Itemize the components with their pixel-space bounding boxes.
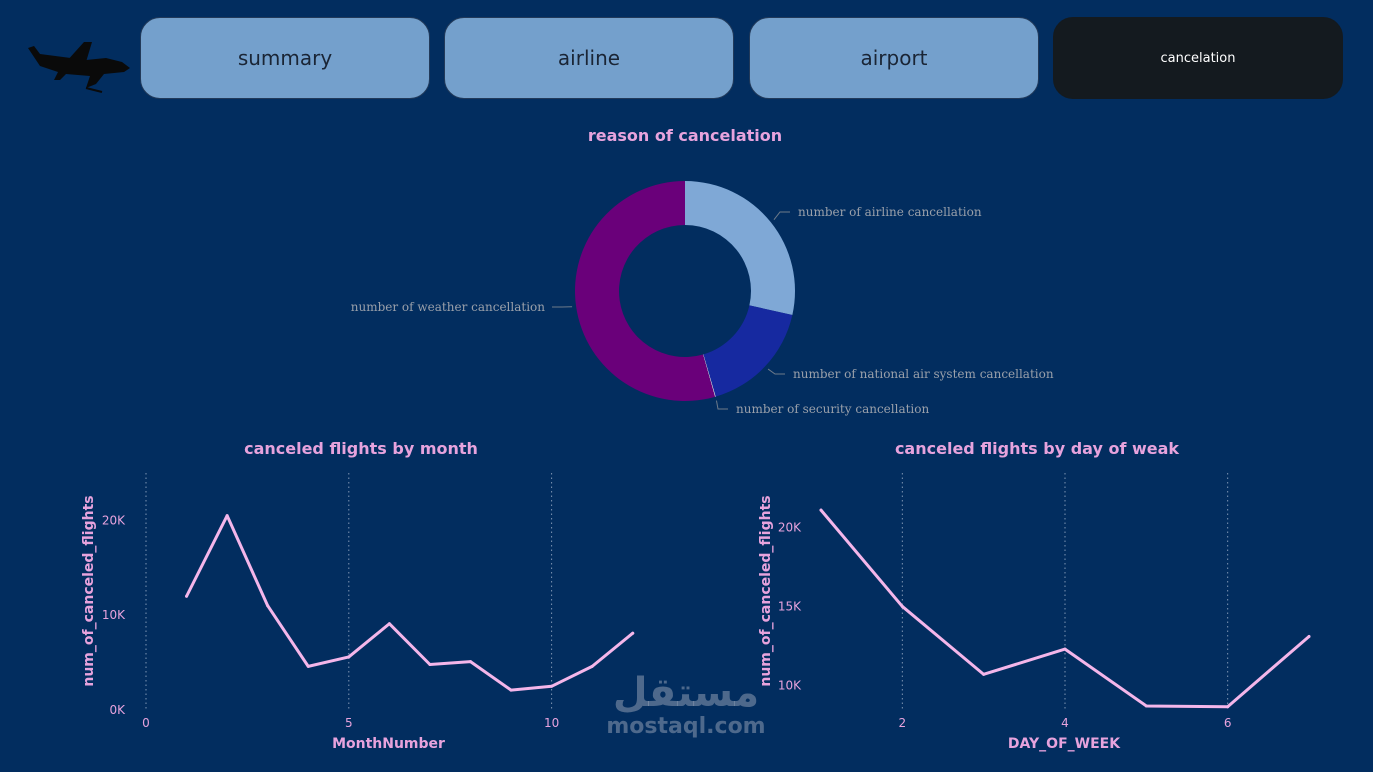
tab-airport[interactable]: airport — [749, 17, 1039, 99]
month-chart-title: canceled flights by month — [244, 439, 478, 458]
airplane-logo-icon — [28, 42, 130, 93]
data-point — [306, 664, 310, 668]
data-point — [982, 672, 986, 676]
donut-leader-line — [773, 211, 790, 221]
data-point — [550, 684, 554, 688]
y-tick-label: 0K — [109, 703, 126, 717]
donut-slice — [703, 305, 793, 397]
data-point — [1307, 634, 1311, 638]
x-tick-label: 4 — [1061, 716, 1069, 730]
data-point — [509, 688, 513, 692]
x-tick-label: 6 — [1224, 716, 1232, 730]
data-point — [819, 508, 823, 512]
y-tick-label: 20K — [102, 513, 126, 527]
data-point — [185, 594, 189, 598]
y-axis-label: num_of_canceled_flights — [81, 495, 97, 686]
donut-slice — [685, 181, 795, 315]
data-point — [1144, 704, 1148, 708]
x-tick-label: 2 — [899, 716, 907, 730]
dow-chart-title: canceled flights by day of weak — [894, 439, 1180, 458]
donut-slice-label: number of national air system cancellati… — [793, 367, 1054, 381]
donut-slice-label: number of weather cancellation — [351, 300, 546, 314]
donut-chart-title: reason of cancelation — [587, 126, 783, 145]
x-tick-label: 0 — [142, 716, 150, 730]
donut-slice-label: number of security cancellation — [736, 402, 929, 416]
tab-summary[interactable]: summary — [140, 17, 430, 99]
data-point — [1063, 647, 1067, 651]
data-point — [428, 662, 432, 666]
data-point — [387, 622, 391, 626]
tab-cancelation[interactable]: cancelation — [1053, 17, 1343, 99]
data-point — [631, 631, 635, 635]
x-axis-label: DAY_OF_WEEK — [1008, 736, 1121, 752]
x-axis-label: MonthNumber — [332, 736, 445, 752]
x-tick-label: 5 — [345, 716, 353, 730]
y-tick-label: 20K — [778, 520, 802, 534]
data-point — [266, 604, 270, 608]
donut-slice — [575, 181, 716, 401]
y-axis-label: num_of_canceled_flights — [758, 495, 774, 686]
data-point — [347, 655, 351, 659]
tab-airline[interactable]: airline — [444, 17, 734, 99]
y-tick-label: 10K — [778, 678, 802, 692]
data-point — [468, 660, 472, 664]
data-point — [1226, 705, 1230, 709]
data-point — [225, 514, 229, 518]
donut-leader-line — [767, 368, 785, 375]
x-tick-label: 10 — [544, 716, 559, 730]
donut-slice-label: number of airline cancellation — [798, 205, 982, 219]
data-point — [900, 604, 904, 608]
y-tick-label: 10K — [102, 608, 126, 622]
donut-leader-line — [715, 400, 728, 410]
y-tick-label: 15K — [778, 599, 802, 613]
data-point — [590, 664, 594, 668]
donut-slice — [703, 354, 716, 397]
series-line — [185, 514, 635, 692]
